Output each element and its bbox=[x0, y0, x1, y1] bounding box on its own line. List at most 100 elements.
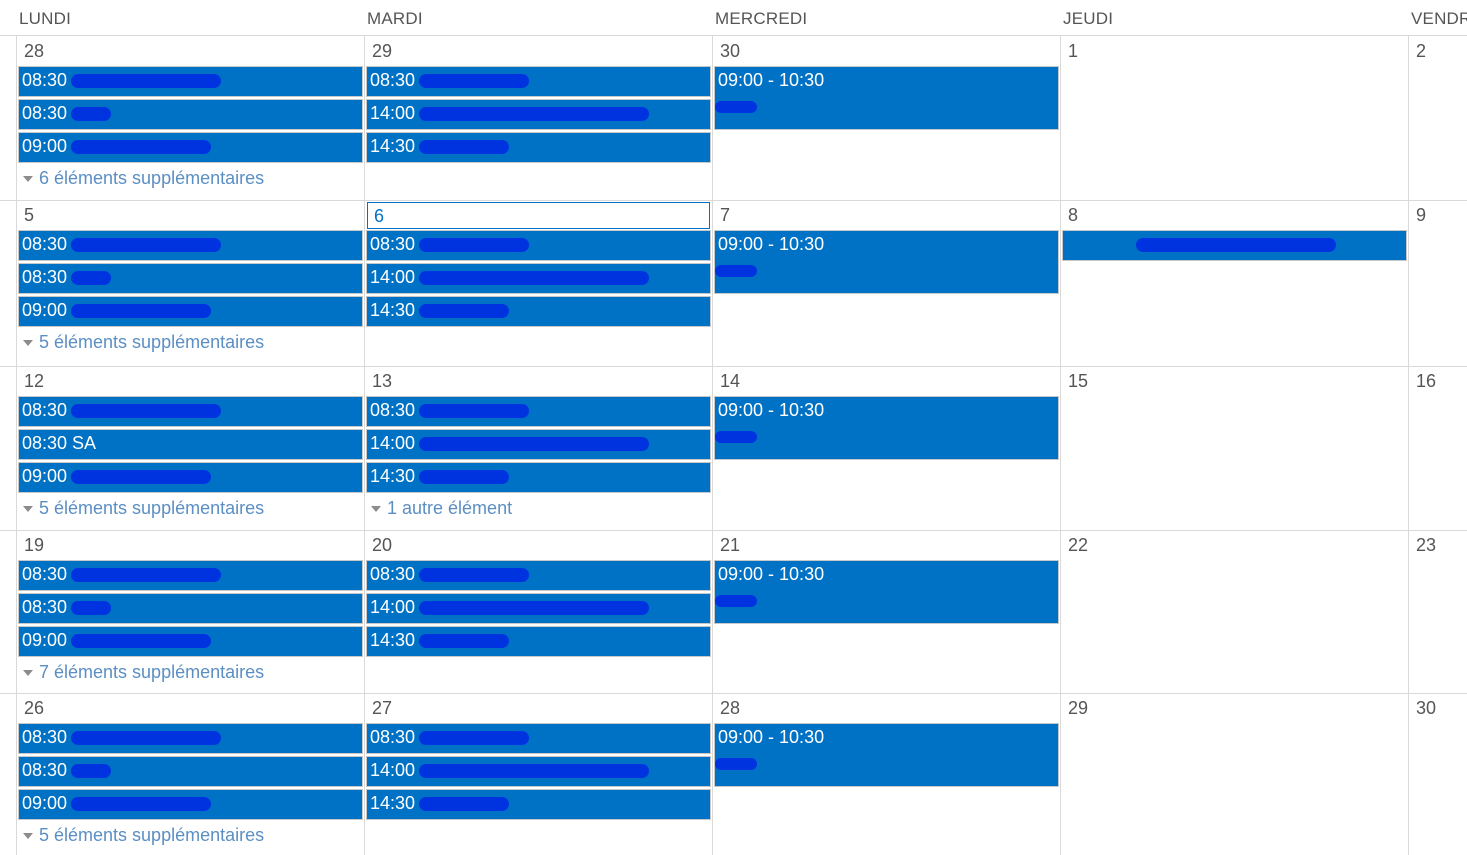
calendar-event[interactable]: 08:30 bbox=[366, 66, 711, 97]
day-cell[interactable]: 30 bbox=[1408, 693, 1467, 855]
caret-down-icon bbox=[23, 340, 33, 347]
redaction-mark bbox=[71, 271, 112, 286]
day-number: 1 bbox=[1068, 41, 1079, 61]
redaction-mark bbox=[715, 431, 757, 443]
day-cell-today[interactable]: 6 08:30 14:00 14:30 bbox=[364, 200, 712, 366]
day-cell[interactable]: 2 bbox=[1408, 36, 1467, 200]
calendar-event[interactable]: 09:00 bbox=[18, 296, 363, 327]
calendar-event[interactable]: 14:30 bbox=[366, 626, 711, 657]
day-cell[interactable]: 15 bbox=[1060, 366, 1408, 530]
day-number: 8 bbox=[1068, 205, 1079, 225]
calendar-event[interactable]: 14:00 bbox=[366, 99, 711, 130]
calendar-event[interactable]: 09:00 bbox=[18, 462, 363, 493]
day-number: 6 bbox=[374, 206, 385, 226]
day-cell[interactable]: 26 08:30 08:30 09:00 5 éléments supplémentai… bbox=[16, 693, 364, 855]
more-items-link[interactable]: 5 éléments supplémentaires bbox=[23, 825, 264, 846]
calendar-event[interactable]: 09:00 bbox=[18, 789, 363, 820]
caret-down-icon bbox=[23, 833, 33, 840]
more-items-link[interactable]: 5 éléments supplémentaires bbox=[23, 498, 264, 519]
event-label: 14:00 bbox=[370, 760, 416, 780]
day-cell[interactable]: 29 08:30 14:00 14:30 bbox=[364, 36, 712, 200]
day-cell[interactable]: 28 09:00 - 10:30 bbox=[712, 693, 1060, 855]
calendar-event[interactable]: 09:00 - 10:30 bbox=[714, 230, 1059, 294]
day-cell[interactable]: 20 08:30 14:00 14:30 bbox=[364, 530, 712, 693]
day-cell[interactable]: 19 08:30 08:30 09:00 7 éléments supplémentai… bbox=[16, 530, 364, 693]
event-label: 14:00 bbox=[370, 267, 416, 287]
day-number: 12 bbox=[24, 371, 45, 391]
calendar-event[interactable]: 09:00 - 10:30 bbox=[714, 66, 1059, 130]
day-cell[interactable]: 9 bbox=[1408, 200, 1467, 366]
redaction-mark bbox=[71, 74, 222, 89]
redaction-mark bbox=[419, 304, 510, 319]
weekday-label: MARDI bbox=[367, 9, 423, 28]
day-number: 14 bbox=[720, 371, 741, 391]
day-cell[interactable]: 16 bbox=[1408, 366, 1467, 530]
day-cell[interactable]: 21 09:00 - 10:30 bbox=[712, 530, 1060, 693]
day-cell[interactable]: 23 bbox=[1408, 530, 1467, 693]
all-day-event[interactable] bbox=[1062, 230, 1407, 261]
calendar-event[interactable]: 08:30 bbox=[18, 560, 363, 591]
event-label: 08:30 bbox=[370, 727, 416, 747]
redaction-mark bbox=[715, 595, 757, 607]
calendar-event[interactable]: 08:30 bbox=[18, 66, 363, 97]
redaction-mark bbox=[419, 437, 650, 452]
day-cell[interactable]: 14 09:00 - 10:30 bbox=[712, 366, 1060, 530]
calendar-event[interactable]: 14:00 bbox=[366, 756, 711, 787]
calendar-event[interactable]: 08:30 bbox=[18, 593, 363, 624]
calendar-event[interactable]: 08:30 bbox=[18, 723, 363, 754]
caret-down-icon bbox=[23, 506, 33, 513]
more-items-link[interactable]: 7 éléments supplémentaires bbox=[23, 662, 264, 683]
calendar-event[interactable]: 14:00 bbox=[366, 593, 711, 624]
calendar-event[interactable]: 14:30 bbox=[366, 462, 711, 493]
caret-down-icon bbox=[23, 176, 33, 183]
calendar-event[interactable]: 08:30 bbox=[18, 263, 363, 294]
calendar-event[interactable]: 08:30 bbox=[18, 756, 363, 787]
calendar-event[interactable]: 08:30 bbox=[366, 230, 711, 261]
event-label: 09:00 - 10:30 bbox=[718, 234, 825, 254]
calendar-event[interactable]: 14:30 bbox=[366, 132, 711, 163]
calendar-event[interactable]: 09:00 - 10:30 bbox=[714, 723, 1059, 787]
day-cell[interactable]: 27 08:30 14:00 14:30 bbox=[364, 693, 712, 855]
day-cell[interactable]: 28 08:30 08:30 09:00 6 éléments supplémentai… bbox=[16, 36, 364, 200]
calendar-event[interactable]: 14:30 bbox=[366, 296, 711, 327]
day-cell[interactable]: 7 09:00 - 10:30 bbox=[712, 200, 1060, 366]
calendar-event[interactable]: 09:00 bbox=[18, 132, 363, 163]
calendar-event[interactable]: 08:30 SA bbox=[18, 429, 363, 460]
event-label: 09:00 - 10:30 bbox=[718, 400, 825, 420]
redaction-mark bbox=[71, 568, 222, 583]
day-cell[interactable]: 5 08:30 08:30 09:00 5 éléments supplémentair… bbox=[16, 200, 364, 366]
day-cell[interactable]: 12 08:30 08:30 SA 09:00 5 éléments supplémen… bbox=[16, 366, 364, 530]
calendar-event[interactable]: 08:30 bbox=[18, 99, 363, 130]
event-label: 08:30 bbox=[22, 103, 68, 123]
more-items-link[interactable]: 1 autre élément bbox=[371, 498, 512, 519]
week-row: 26 08:30 08:30 09:00 5 éléments supplémentai… bbox=[0, 693, 1467, 855]
event-label: 08:30 bbox=[22, 597, 68, 617]
event-label: 14:00 bbox=[370, 597, 416, 617]
more-items-link[interactable]: 6 éléments supplémentaires bbox=[23, 168, 264, 189]
event-label: 08:30 bbox=[22, 400, 68, 420]
day-cell[interactable]: 8 bbox=[1060, 200, 1408, 366]
calendar-event[interactable]: 08:30 bbox=[18, 230, 363, 261]
calendar-event[interactable]: 08:30 bbox=[366, 560, 711, 591]
day-number: 2 bbox=[1416, 41, 1427, 61]
calendar-event[interactable]: 14:00 bbox=[366, 263, 711, 294]
calendar-event[interactable]: 08:30 bbox=[366, 723, 711, 754]
redaction-mark bbox=[715, 101, 757, 113]
day-cell[interactable]: 30 09:00 - 10:30 bbox=[712, 36, 1060, 200]
more-items-link[interactable]: 5 éléments supplémentaires bbox=[23, 332, 264, 353]
calendar-event[interactable]: 09:00 bbox=[18, 626, 363, 657]
day-cell[interactable]: 13 08:30 14:00 14:30 1 autre élément bbox=[364, 366, 712, 530]
day-cell[interactable]: 29 bbox=[1060, 693, 1408, 855]
calendar-event[interactable]: 14:00 bbox=[366, 429, 711, 460]
weekday-label: MERCREDI bbox=[715, 9, 808, 28]
calendar-event[interactable]: 08:30 bbox=[18, 396, 363, 427]
calendar-event[interactable]: 08:30 bbox=[366, 396, 711, 427]
day-cell[interactable]: 1 bbox=[1060, 36, 1408, 200]
event-label: 09:00 bbox=[22, 136, 68, 156]
calendar-event[interactable]: 14:30 bbox=[366, 789, 711, 820]
redaction-mark bbox=[419, 140, 510, 155]
day-cell[interactable]: 22 bbox=[1060, 530, 1408, 693]
calendar-event[interactable]: 09:00 - 10:30 bbox=[714, 560, 1059, 624]
calendar-event[interactable]: 09:00 - 10:30 bbox=[714, 396, 1059, 460]
